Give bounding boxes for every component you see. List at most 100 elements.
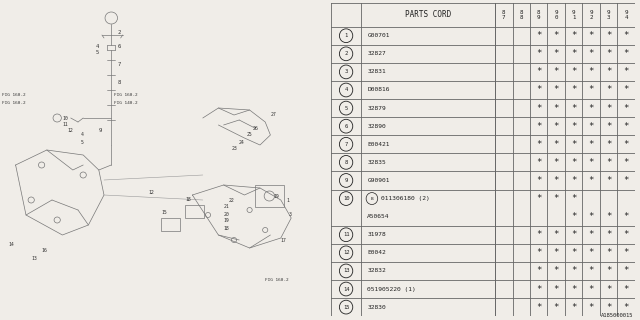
Text: FIG 160-2: FIG 160-2 bbox=[2, 101, 26, 105]
Text: *: * bbox=[554, 140, 559, 149]
Text: *: * bbox=[589, 284, 594, 293]
Text: *: * bbox=[571, 140, 577, 149]
Text: 16: 16 bbox=[42, 247, 47, 252]
Text: *: * bbox=[589, 176, 594, 185]
Text: *: * bbox=[571, 194, 577, 203]
Text: *: * bbox=[623, 85, 629, 94]
Text: *: * bbox=[606, 104, 611, 113]
Text: 2: 2 bbox=[344, 51, 348, 56]
Text: *: * bbox=[536, 104, 541, 113]
Text: *: * bbox=[536, 230, 541, 239]
Text: 12: 12 bbox=[148, 189, 154, 195]
Text: 18: 18 bbox=[223, 226, 229, 230]
Text: *: * bbox=[536, 248, 541, 257]
Text: *: * bbox=[623, 140, 629, 149]
Text: *: * bbox=[589, 248, 594, 257]
Text: *: * bbox=[606, 267, 611, 276]
Bar bbox=[161, 218, 180, 231]
Text: *: * bbox=[589, 267, 594, 276]
Text: *: * bbox=[589, 85, 594, 94]
Text: *: * bbox=[606, 68, 611, 76]
Text: *: * bbox=[571, 303, 577, 312]
Text: *: * bbox=[589, 212, 594, 221]
Text: 9
3: 9 3 bbox=[607, 10, 611, 20]
Text: *: * bbox=[554, 248, 559, 257]
Text: *: * bbox=[606, 248, 611, 257]
Text: 9
2: 9 2 bbox=[589, 10, 593, 20]
Text: 4: 4 bbox=[344, 87, 348, 92]
Text: *: * bbox=[589, 31, 594, 40]
Text: 12: 12 bbox=[343, 250, 349, 255]
Text: 011306180 (2): 011306180 (2) bbox=[381, 196, 429, 201]
Text: *: * bbox=[554, 176, 559, 185]
Text: 32830: 32830 bbox=[367, 305, 386, 310]
Text: *: * bbox=[606, 122, 611, 131]
Text: 9
1: 9 1 bbox=[572, 10, 575, 20]
Text: *: * bbox=[536, 85, 541, 94]
Text: FIG 160-2: FIG 160-2 bbox=[265, 278, 289, 282]
Text: *: * bbox=[589, 230, 594, 239]
Text: *: * bbox=[623, 122, 629, 131]
Text: *: * bbox=[623, 303, 629, 312]
Text: *: * bbox=[606, 284, 611, 293]
Text: 15: 15 bbox=[161, 210, 167, 215]
Text: PARTS CORD: PARTS CORD bbox=[405, 11, 451, 20]
Text: D00816: D00816 bbox=[367, 87, 390, 92]
Bar bbox=[185, 205, 204, 218]
Text: FIG 140-2: FIG 140-2 bbox=[115, 101, 138, 105]
Text: *: * bbox=[623, 230, 629, 239]
Text: 8: 8 bbox=[344, 160, 348, 165]
Text: 20: 20 bbox=[223, 212, 229, 217]
Text: *: * bbox=[571, 212, 577, 221]
Text: 6: 6 bbox=[344, 124, 348, 129]
Text: *: * bbox=[554, 31, 559, 40]
Text: 24: 24 bbox=[239, 140, 244, 145]
Text: FIG 160-2: FIG 160-2 bbox=[2, 93, 26, 97]
Text: *: * bbox=[571, 122, 577, 131]
Text: 22: 22 bbox=[229, 197, 234, 203]
Text: *: * bbox=[554, 104, 559, 113]
Text: *: * bbox=[536, 68, 541, 76]
Text: *: * bbox=[571, 49, 577, 58]
Text: *: * bbox=[554, 49, 559, 58]
Text: 5: 5 bbox=[81, 140, 83, 145]
Text: *: * bbox=[606, 303, 611, 312]
Text: 2: 2 bbox=[118, 30, 121, 35]
Text: 23: 23 bbox=[232, 146, 237, 150]
Text: *: * bbox=[623, 248, 629, 257]
Text: *: * bbox=[623, 68, 629, 76]
Text: 4: 4 bbox=[81, 132, 83, 138]
Text: *: * bbox=[554, 267, 559, 276]
Text: 1: 1 bbox=[344, 33, 348, 38]
Text: 32879: 32879 bbox=[367, 106, 386, 111]
Text: A50654: A50654 bbox=[367, 214, 390, 219]
Text: 19: 19 bbox=[273, 194, 279, 198]
Text: 32832: 32832 bbox=[367, 268, 386, 273]
Text: *: * bbox=[536, 303, 541, 312]
Text: *: * bbox=[606, 85, 611, 94]
Text: *: * bbox=[536, 49, 541, 58]
Text: *: * bbox=[623, 284, 629, 293]
Text: 8
8: 8 8 bbox=[520, 10, 523, 20]
Text: *: * bbox=[571, 68, 577, 76]
Text: E0042: E0042 bbox=[367, 250, 386, 255]
Text: 11: 11 bbox=[343, 232, 349, 237]
Text: 8: 8 bbox=[118, 79, 121, 84]
Text: 6: 6 bbox=[118, 44, 121, 50]
Text: *: * bbox=[571, 85, 577, 94]
Text: 9: 9 bbox=[99, 127, 102, 132]
Text: *: * bbox=[554, 68, 559, 76]
Text: 19: 19 bbox=[223, 219, 229, 223]
Text: *: * bbox=[536, 284, 541, 293]
Text: *: * bbox=[536, 158, 541, 167]
Text: *: * bbox=[571, 176, 577, 185]
Text: *: * bbox=[571, 230, 577, 239]
Text: 8
9: 8 9 bbox=[537, 10, 541, 20]
Text: 18: 18 bbox=[185, 197, 191, 202]
Text: *: * bbox=[554, 122, 559, 131]
Bar bbox=[255, 185, 284, 207]
Text: *: * bbox=[623, 158, 629, 167]
Text: 1: 1 bbox=[286, 197, 289, 203]
Text: 32890: 32890 bbox=[367, 124, 386, 129]
Text: *: * bbox=[571, 158, 577, 167]
